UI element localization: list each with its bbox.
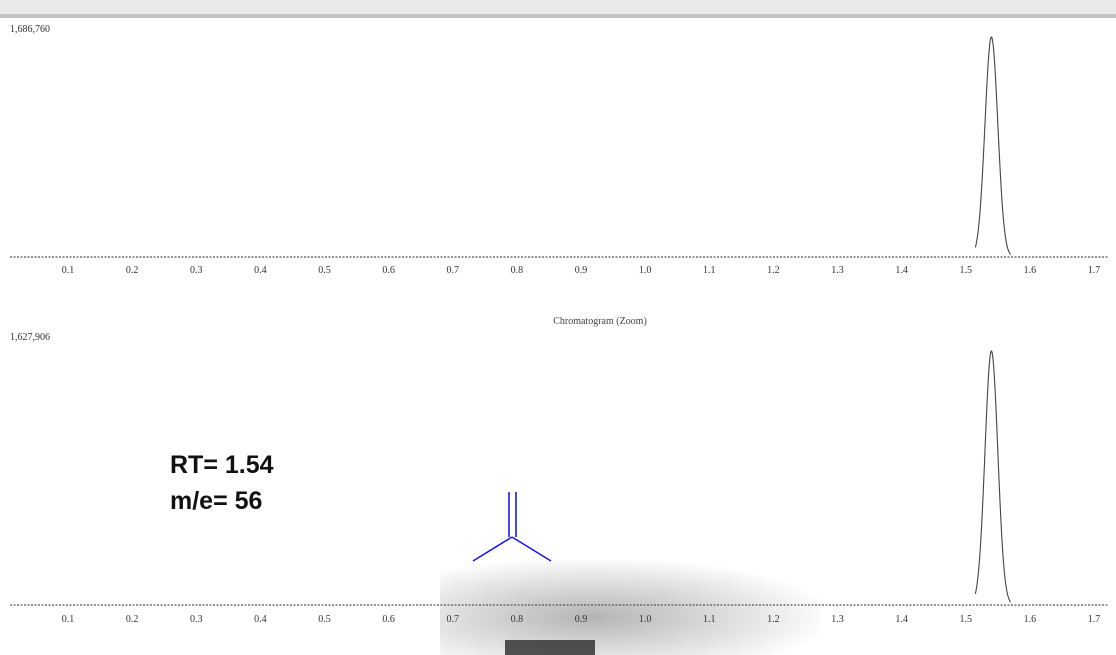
x-tick-label: 1.0 bbox=[639, 614, 652, 625]
x-tick-label: 1.0 bbox=[639, 265, 652, 276]
x-tick-label: 1.7 bbox=[1088, 265, 1101, 276]
chromatogram-bottom-panel: 1,627,906 0.1 0.2 0.3 0.4 0.5 0.6 0.7 0.8 0.9 1.0… bbox=[10, 332, 1108, 625]
x-tick-label: 0.3 bbox=[190, 614, 203, 625]
x-tick-label: 1.7 bbox=[1088, 614, 1101, 625]
x-tick-label: 0.3 bbox=[190, 265, 203, 276]
top-ymax-label: 1,686,760 bbox=[10, 24, 50, 35]
x-tick-label: 0.8 bbox=[511, 265, 524, 276]
x-tick-label: 0.7 bbox=[447, 265, 460, 276]
x-tick-label: 0.6 bbox=[382, 265, 395, 276]
chart-title: Chromatogram (Zoom) bbox=[553, 316, 647, 327]
x-tick-label: 1.5 bbox=[960, 614, 973, 625]
x-tick-label: 1.3 bbox=[831, 265, 844, 276]
top-x-ticks: 0.1 0.2 0.3 0.4 0.5 0.6 0.7 0.8 0.9 1.0 1.1 1.2 1.3 1… bbox=[62, 265, 1101, 276]
bottom-x-ticks: 0.1 0.2 0.3 0.4 0.5 0.6 0.7 0.8 0.9 1.0 1.1 1.2 1.3 1… bbox=[62, 614, 1101, 625]
scan-smudge bbox=[505, 640, 595, 655]
x-tick-label: 1.4 bbox=[895, 265, 908, 276]
x-tick-label: 0.4 bbox=[254, 265, 267, 276]
x-tick-label: 0.9 bbox=[575, 265, 588, 276]
scan-shadow bbox=[440, 560, 820, 655]
x-tick-label: 0.1 bbox=[62, 614, 75, 625]
mass-charge-label: m/e= 56 bbox=[170, 487, 263, 515]
x-tick-label: 1.2 bbox=[767, 614, 780, 625]
x-tick-label: 1.4 bbox=[895, 614, 908, 625]
x-tick-label: 1.1 bbox=[703, 265, 716, 276]
x-tick-label: 0.8 bbox=[511, 614, 524, 625]
x-tick-label: 0.5 bbox=[318, 265, 331, 276]
x-tick-label: 1.5 bbox=[960, 265, 973, 276]
x-tick-label: 0.2 bbox=[126, 614, 139, 625]
x-tick-label: 0.4 bbox=[254, 614, 267, 625]
retention-time-label: RT= 1.54 bbox=[170, 451, 274, 479]
x-tick-label: 0.6 bbox=[382, 614, 395, 625]
x-tick-label: 0.2 bbox=[126, 265, 139, 276]
x-tick-label: 1.6 bbox=[1024, 265, 1037, 276]
x-tick-label: 0.1 bbox=[62, 265, 75, 276]
top-peak-trace bbox=[974, 36, 1012, 255]
x-tick-label: 1.1 bbox=[703, 614, 716, 625]
x-tick-label: 0.7 bbox=[447, 614, 460, 625]
bottom-peak-trace bbox=[974, 350, 1012, 603]
x-tick-label: 1.3 bbox=[831, 614, 844, 625]
x-tick-label: 0.5 bbox=[318, 614, 331, 625]
x-tick-label: 0.9 bbox=[575, 614, 588, 625]
isobutylene-skeletal-structure-icon bbox=[472, 492, 552, 562]
chromatogram-top-panel: 1,686,760 0.1 0.2 0.3 0.4 0.5 0.6 0.7 0.8 0.9 1.0… bbox=[10, 24, 1108, 327]
bottom-ymax-label: 1,627,906 bbox=[10, 332, 50, 343]
x-tick-label: 1.2 bbox=[767, 265, 780, 276]
x-tick-label: 1.6 bbox=[1024, 614, 1037, 625]
window-top-bar bbox=[0, 0, 1116, 18]
